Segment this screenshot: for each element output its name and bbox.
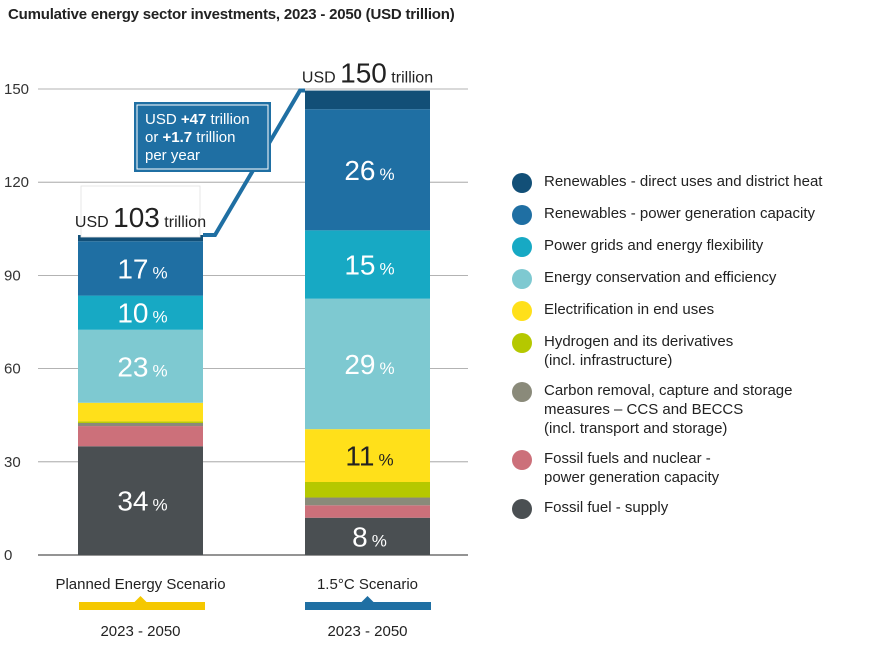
bar-segment bbox=[78, 422, 203, 427]
scenario-underline bbox=[305, 602, 431, 610]
legend-item: Power grids and energy flexibility bbox=[512, 236, 862, 257]
y-tick-label: 120 bbox=[4, 174, 29, 191]
legend-item: Fossil fuels and nuclear - power generat… bbox=[512, 449, 862, 487]
legend-item: Fossil fuel - supply bbox=[512, 498, 862, 519]
chart-title: Cumulative energy sector investments, 20… bbox=[8, 6, 455, 23]
legend-swatch bbox=[512, 301, 532, 321]
bar-segment bbox=[78, 402, 203, 422]
data-label: 8% bbox=[352, 521, 387, 552]
legend-item: Renewables - power generation capacity bbox=[512, 204, 862, 225]
data-label: 34% bbox=[117, 486, 167, 517]
scenario-underline bbox=[79, 602, 205, 610]
total-label-box bbox=[80, 185, 201, 238]
legend-label: Renewables - power generation capacity bbox=[544, 205, 815, 222]
bar-segment bbox=[305, 109, 430, 231]
legend-label: Carbon removal, capture and storage meas… bbox=[544, 382, 793, 437]
bar-segment bbox=[78, 426, 203, 447]
legend-swatch bbox=[512, 333, 532, 353]
bar-segment bbox=[305, 429, 430, 482]
bar-segment bbox=[78, 241, 203, 296]
data-label: 11% bbox=[345, 441, 393, 472]
bar-segment bbox=[78, 421, 203, 423]
bar-segment bbox=[305, 90, 430, 110]
bar-segment bbox=[305, 497, 430, 506]
y-tick-label: 90 bbox=[4, 267, 21, 284]
chart-legend: Renewables - direct uses and district he… bbox=[512, 172, 862, 530]
bar-segment bbox=[305, 230, 430, 299]
callout-text: USD +47 trillion bbox=[145, 111, 250, 128]
bar-segment bbox=[78, 295, 203, 330]
bar-segment bbox=[305, 481, 430, 498]
scenario-marker bbox=[133, 596, 148, 603]
legend-label: Electrification in end uses bbox=[544, 301, 715, 318]
x-category-label: Planned Energy Scenario bbox=[55, 576, 225, 593]
legend-swatch bbox=[512, 382, 532, 402]
callout-text: or +1.7 trillion bbox=[145, 129, 236, 146]
legend-label: Fossil fuel - supply bbox=[544, 499, 669, 516]
legend-label: Fossil fuels and nuclear - power generat… bbox=[544, 450, 720, 486]
legend-swatch bbox=[512, 499, 532, 519]
legend-label: Renewables - direct uses and district he… bbox=[544, 173, 823, 190]
callout-text: per year bbox=[145, 147, 200, 164]
data-label: 15% bbox=[344, 250, 394, 281]
data-label: 29% bbox=[344, 349, 394, 380]
legend-item: Renewables - direct uses and district he… bbox=[512, 172, 862, 193]
x-period-label: 2023 - 2050 bbox=[100, 623, 180, 640]
data-label: 17% bbox=[117, 253, 167, 284]
bar-segment bbox=[305, 505, 430, 518]
bar-segment bbox=[305, 298, 430, 430]
total-label: USD 103 trillion bbox=[75, 202, 206, 233]
data-label: 26% bbox=[344, 155, 394, 186]
legend-swatch bbox=[512, 173, 532, 193]
legend-label: Energy conservation and efficiency bbox=[544, 269, 777, 286]
legend-item: Energy conservation and efficiency bbox=[512, 268, 862, 289]
legend-label: Hydrogen and its derivatives (incl. infr… bbox=[544, 333, 734, 369]
y-tick-label: 0 bbox=[4, 547, 12, 564]
x-category-label: 1.5°C Scenario bbox=[317, 576, 418, 593]
x-period-label: 2023 - 2050 bbox=[327, 623, 407, 640]
bar-segment bbox=[78, 235, 203, 242]
legend-swatch bbox=[512, 269, 532, 289]
total-label: USD 150 trillion bbox=[302, 58, 433, 89]
data-label: 23% bbox=[117, 351, 167, 382]
scenario-marker bbox=[360, 596, 375, 603]
legend-item: Electrification in end uses bbox=[512, 300, 862, 321]
callout-border bbox=[136, 104, 269, 170]
callout-box bbox=[134, 102, 271, 172]
legend-label: Power grids and energy flexibility bbox=[544, 237, 764, 254]
y-tick-label: 30 bbox=[4, 454, 21, 471]
legend-item: Hydrogen and its derivatives (incl. infr… bbox=[512, 332, 862, 370]
legend-swatch bbox=[512, 237, 532, 257]
bar-segment bbox=[78, 446, 203, 555]
y-tick-label: 150 bbox=[4, 81, 29, 98]
legend-swatch bbox=[512, 450, 532, 470]
legend-swatch bbox=[512, 205, 532, 225]
data-label: 10% bbox=[117, 298, 167, 329]
bar-segment bbox=[78, 329, 203, 403]
y-tick-label: 60 bbox=[4, 361, 21, 378]
bar-segment bbox=[305, 517, 430, 555]
legend-item: Carbon removal, capture and storage meas… bbox=[512, 381, 862, 438]
